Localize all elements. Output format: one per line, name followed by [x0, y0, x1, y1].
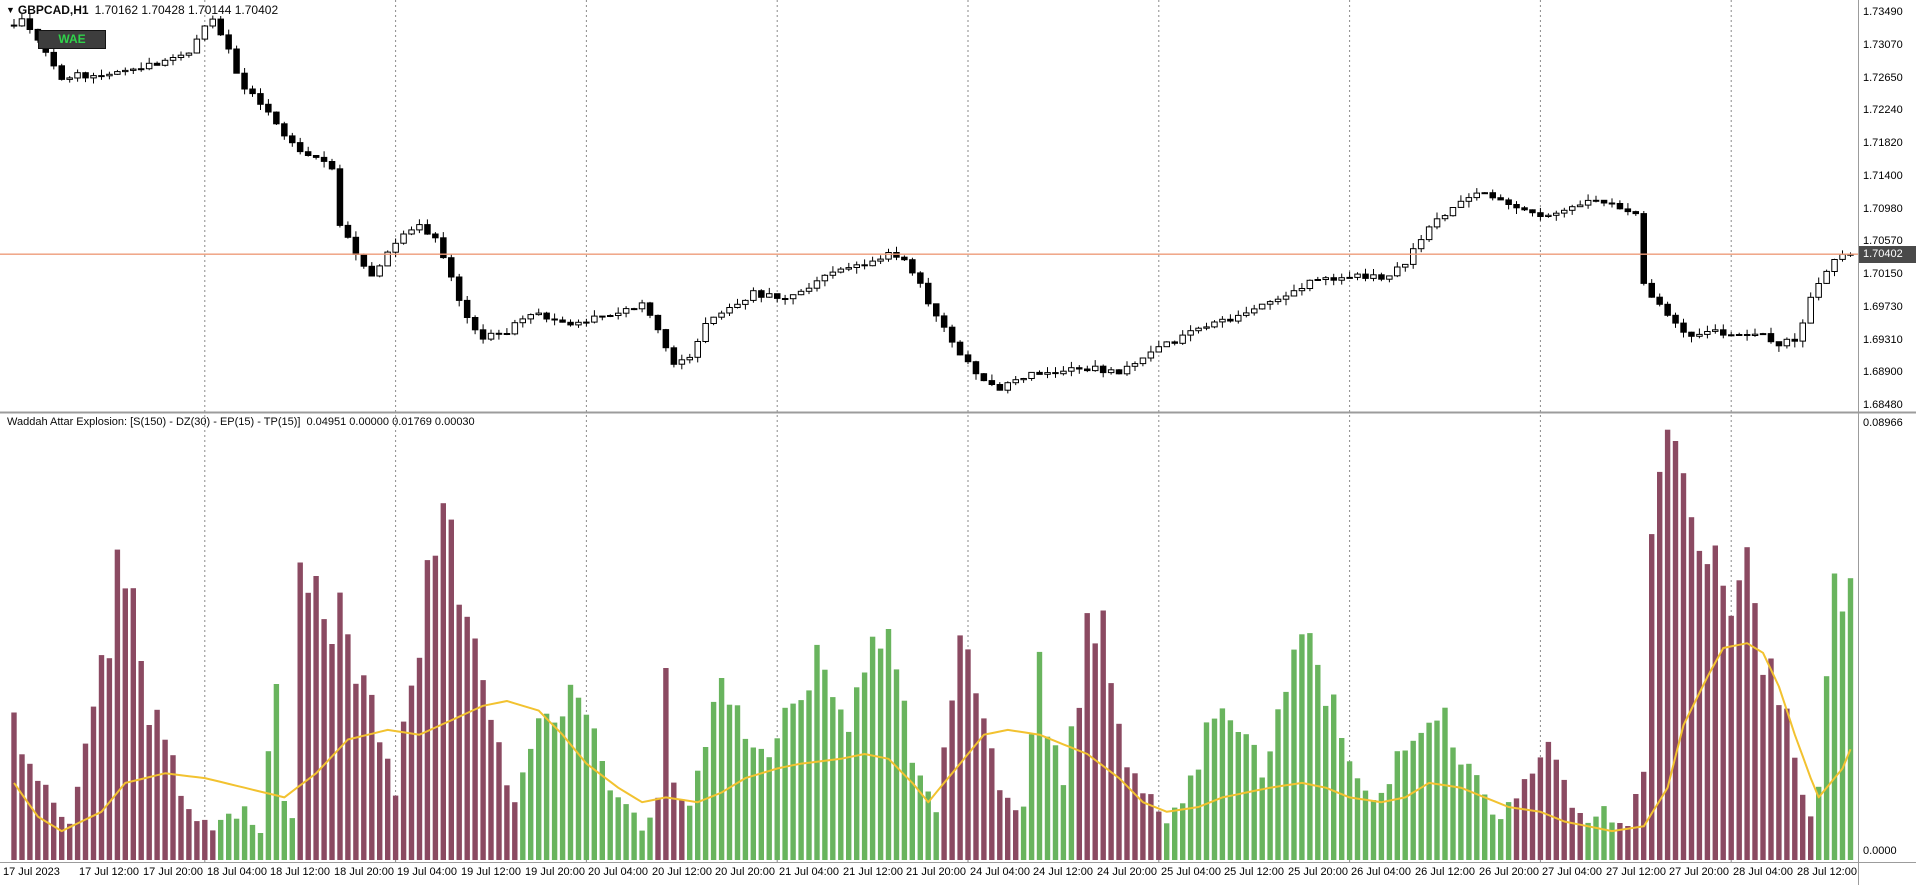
time-tick-label: 20 Jul 04:00 — [588, 866, 648, 878]
time-tick-label: 24 Jul 04:00 — [970, 866, 1030, 878]
time-tick-label: 25 Jul 20:00 — [1288, 866, 1348, 878]
time-tick-label: 20 Jul 12:00 — [652, 866, 712, 878]
time-tick-label: 27 Jul 12:00 — [1606, 866, 1666, 878]
price-tick-label: 1.73070 — [1863, 39, 1903, 51]
price-tick-label: 1.73490 — [1863, 6, 1903, 18]
time-tick-label: 24 Jul 12:00 — [1033, 866, 1093, 878]
symbol-dropdown-icon[interactable]: ▼ — [6, 5, 15, 15]
price-tick-label: 1.68480 — [1863, 399, 1903, 411]
price-tick-label: 1.72650 — [1863, 72, 1903, 84]
price-tick-label: 1.70570 — [1863, 235, 1903, 247]
time-tick-label: 27 Jul 20:00 — [1669, 866, 1729, 878]
time-tick-label: 18 Jul 04:00 — [207, 866, 267, 878]
time-tick-label: 26 Jul 12:00 — [1415, 866, 1475, 878]
price-tick-label: 1.71820 — [1863, 137, 1903, 149]
time-tick-label: 26 Jul 20:00 — [1479, 866, 1539, 878]
price-tick-label: 1.69310 — [1863, 334, 1903, 346]
price-tick-label: 1.70150 — [1863, 268, 1903, 280]
price-tick-label: 1.69730 — [1863, 301, 1903, 313]
chart-ohlc-values: 1.70162 1.70428 1.70144 1.70402 — [94, 3, 279, 17]
time-tick-label: 19 Jul 20:00 — [525, 866, 585, 878]
explosion-line — [13, 642, 1852, 833]
wae-histogram — [11, 429, 1854, 860]
chart-ohlc-header: ▼ GBPCAD,H1 1.70162 1.70428 1.70144 1.7040… — [6, 3, 278, 17]
indicator-values-label: 0.04951 0.00000 0.01769 0.00030 — [306, 416, 475, 428]
indicator-name-label: Waddah Attar Explosion: [S(150) - DZ(30)… — [7, 416, 301, 428]
wae-indicator-button[interactable]: WAE — [38, 30, 106, 49]
time-tick-label: 18 Jul 12:00 — [270, 866, 330, 878]
time-tick-label: 28 Jul 12:00 — [1797, 866, 1857, 878]
time-tick-label: 17 Jul 20:00 — [143, 866, 203, 878]
time-scale[interactable]: 17 Jul 2023 17 Jul 12:00 17 Jul 20:00 18 Ju… — [0, 862, 1916, 885]
current-price-tag: 1.70402 — [1859, 246, 1916, 263]
price-scale[interactable]: 1.70402 0.08966 0.0000 1.73490 1.73070 1.7… — [1859, 0, 1916, 862]
time-tick-label: 19 Jul 04:00 — [397, 866, 457, 878]
time-tick-label: 21 Jul 04:00 — [779, 866, 839, 878]
price-tick-label: 1.70980 — [1863, 203, 1903, 215]
time-tick-label: 25 Jul 04:00 — [1161, 866, 1221, 878]
indicator-header: Waddah Attar Explosion: [S(150) - DZ(30)… — [7, 416, 475, 428]
candles — [10, 13, 1854, 394]
time-tick-label: 27 Jul 04:00 — [1542, 866, 1602, 878]
time-tick-label: 20 Jul 20:00 — [715, 866, 775, 878]
indicator-scale-max: 0.08966 — [1863, 417, 1903, 429]
grid-lines — [204, 0, 1732, 863]
time-tick-label: 17 Jul 12:00 — [79, 866, 139, 878]
time-tick-label: 21 Jul 12:00 — [843, 866, 903, 878]
time-tick-label: 17 Jul 2023 — [3, 866, 60, 878]
time-tick-label: 28 Jul 04:00 — [1733, 866, 1793, 878]
time-tick-label: 25 Jul 12:00 — [1224, 866, 1284, 878]
time-tick-label: 18 Jul 20:00 — [334, 866, 394, 878]
time-tick-label: 19 Jul 12:00 — [461, 866, 521, 878]
time-tick-label: 21 Jul 20:00 — [906, 866, 966, 878]
price-tick-label: 1.71400 — [1863, 170, 1903, 182]
time-tick-label: 24 Jul 20:00 — [1097, 866, 1157, 878]
indicator-scale-min: 0.0000 — [1863, 845, 1897, 857]
price-tick-label: 1.72240 — [1863, 104, 1903, 116]
price-tick-label: 1.68900 — [1863, 366, 1903, 378]
chart-symbol-label: GBPCAD,H1 — [17, 3, 89, 17]
time-tick-label: 26 Jul 04:00 — [1351, 866, 1411, 878]
